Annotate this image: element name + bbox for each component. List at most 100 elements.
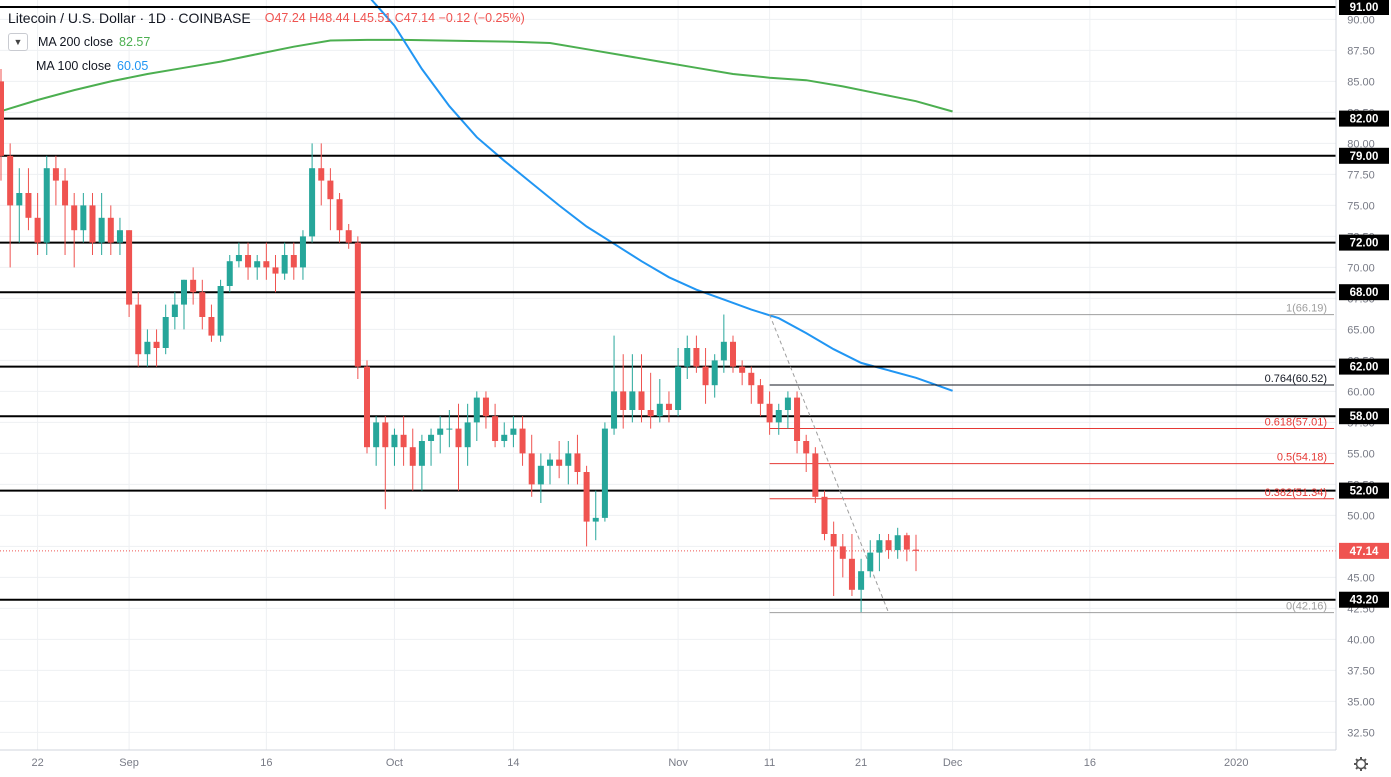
grid-layer bbox=[0, 0, 1336, 750]
ma100-row[interactable]: MA 100 close 60.05 bbox=[36, 54, 525, 78]
open-value: O47.24 bbox=[264, 11, 306, 25]
ma200-row[interactable]: ▼ MA 200 close 82.57 bbox=[8, 30, 525, 54]
candle-body bbox=[528, 453, 535, 485]
candle-body bbox=[153, 341, 160, 348]
candle-body bbox=[492, 416, 499, 441]
time-tick-label: 14 bbox=[507, 757, 519, 769]
time-tick-label: 2020 bbox=[1224, 757, 1248, 769]
candle-body bbox=[71, 205, 78, 231]
candle-body bbox=[373, 422, 380, 448]
candle-body bbox=[867, 552, 874, 572]
candle-body bbox=[547, 459, 553, 466]
level-price-tag-label: 91.00 bbox=[1350, 2, 1379, 14]
close-value: C47.14 bbox=[394, 11, 436, 25]
candle-body bbox=[107, 217, 114, 243]
settings-gear-icon[interactable] bbox=[1354, 757, 1368, 771]
ma200-value: 82.57 bbox=[119, 35, 151, 49]
collapse-chevron-icon[interactable]: ▼ bbox=[8, 33, 28, 51]
candle-body bbox=[80, 205, 87, 231]
level-price-tag-label: 72.00 bbox=[1350, 238, 1379, 250]
fib-level-label: 0.764(60.52) bbox=[1265, 373, 1327, 385]
candle-body bbox=[913, 549, 919, 551]
candle-body bbox=[720, 341, 727, 361]
candle-body bbox=[556, 459, 563, 466]
candle-body bbox=[455, 428, 462, 448]
candle-body bbox=[638, 391, 645, 410]
candle-body bbox=[711, 360, 718, 386]
level-price-tag-label: 82.00 bbox=[1350, 114, 1379, 126]
candle-body bbox=[299, 236, 306, 268]
time-axis[interactable]: 22 Sep 16 Oct 14 Nov 11 21 Dec 16 2020 bbox=[0, 749, 1368, 777]
candle-body bbox=[162, 317, 169, 348]
candle-body bbox=[794, 397, 801, 441]
candle-body bbox=[199, 292, 206, 317]
level-price-tag bbox=[1339, 482, 1389, 499]
candle-body bbox=[208, 317, 215, 336]
candle-body bbox=[519, 428, 526, 454]
candle-body bbox=[665, 403, 672, 410]
current-price-tag-label: 47.14 bbox=[1350, 546, 1379, 558]
candle-body bbox=[693, 348, 700, 367]
candle-body bbox=[775, 410, 782, 423]
fib-level-label: 1(66.19) bbox=[1286, 303, 1327, 315]
candle-body bbox=[501, 434, 508, 441]
candle-body bbox=[702, 366, 709, 386]
candle-body bbox=[647, 410, 654, 417]
fib-level-label: 0.382(51.34) bbox=[1265, 487, 1327, 499]
candle-body bbox=[34, 217, 41, 243]
candle-body bbox=[144, 341, 151, 355]
current-price-tag bbox=[1339, 542, 1389, 559]
candle-body bbox=[446, 428, 453, 430]
level-price-tag bbox=[1339, 234, 1389, 251]
moving-averages bbox=[0, 0, 953, 392]
price-tick-label: 40.00 bbox=[1347, 634, 1375, 646]
price-axis[interactable]: 32.5035.0037.5040.0042.5045.0047.5050.00… bbox=[1335, 0, 1391, 777]
time-tick-label: Oct bbox=[386, 757, 403, 769]
price-tick-label: 55.00 bbox=[1347, 448, 1375, 460]
candle-body bbox=[583, 472, 590, 522]
change-value: −0.12 (−0.25%) bbox=[438, 11, 525, 25]
candle-body bbox=[400, 434, 407, 448]
level-price-tag-label: 62.00 bbox=[1350, 362, 1379, 374]
price-tick-label: 35.00 bbox=[1347, 696, 1375, 708]
candle-body bbox=[620, 391, 627, 410]
symbol-title[interactable]: Litecoin / U.S. Dollar · 1D · COINBASE bbox=[8, 10, 251, 26]
level-price-tag bbox=[1339, 0, 1389, 15]
candle-body bbox=[611, 391, 618, 429]
candle-body bbox=[336, 199, 343, 231]
candle-body bbox=[684, 348, 691, 367]
price-tick-label: 37.50 bbox=[1347, 665, 1375, 677]
candle-body bbox=[245, 255, 252, 268]
candle-body bbox=[830, 534, 837, 547]
candle-body bbox=[0, 81, 4, 156]
ma200-line bbox=[0, 38, 953, 113]
candle-body bbox=[364, 366, 370, 448]
candle-body bbox=[675, 366, 682, 410]
fib-level-label: 0.5(54.18) bbox=[1277, 452, 1327, 464]
level-price-tag bbox=[1339, 358, 1389, 375]
candle-body bbox=[537, 465, 544, 485]
candle-body bbox=[428, 434, 435, 441]
fib-level-label: 0.618(57.01) bbox=[1265, 416, 1327, 428]
candle-body bbox=[263, 261, 270, 268]
price-tick-label: 32.50 bbox=[1347, 727, 1375, 739]
candle-body bbox=[730, 341, 736, 367]
candle-body bbox=[254, 261, 261, 268]
candle-body bbox=[345, 230, 352, 243]
candle-body bbox=[601, 428, 608, 518]
time-tick-label: 16 bbox=[260, 757, 272, 769]
chart-legend: Litecoin / U.S. Dollar · 1D · COINBASE O… bbox=[8, 6, 525, 78]
level-price-tag-label: 79.00 bbox=[1350, 151, 1379, 163]
candle-body bbox=[290, 255, 297, 268]
candle-body bbox=[391, 434, 398, 448]
price-tick-label: 65.00 bbox=[1347, 324, 1375, 336]
level-price-tag bbox=[1339, 110, 1389, 127]
fibonacci-retracement[interactable]: 1(66.19) 0.764(60.52) 0.618(57.01) 0.5(54.1… bbox=[769, 303, 1334, 614]
gear-hub bbox=[1355, 758, 1367, 770]
price-tick-label: 50.00 bbox=[1347, 510, 1375, 522]
candle-body bbox=[25, 193, 32, 218]
fib-level-label: 0(42.16) bbox=[1286, 601, 1327, 613]
candle-body bbox=[565, 453, 572, 466]
candle-body bbox=[812, 453, 819, 497]
